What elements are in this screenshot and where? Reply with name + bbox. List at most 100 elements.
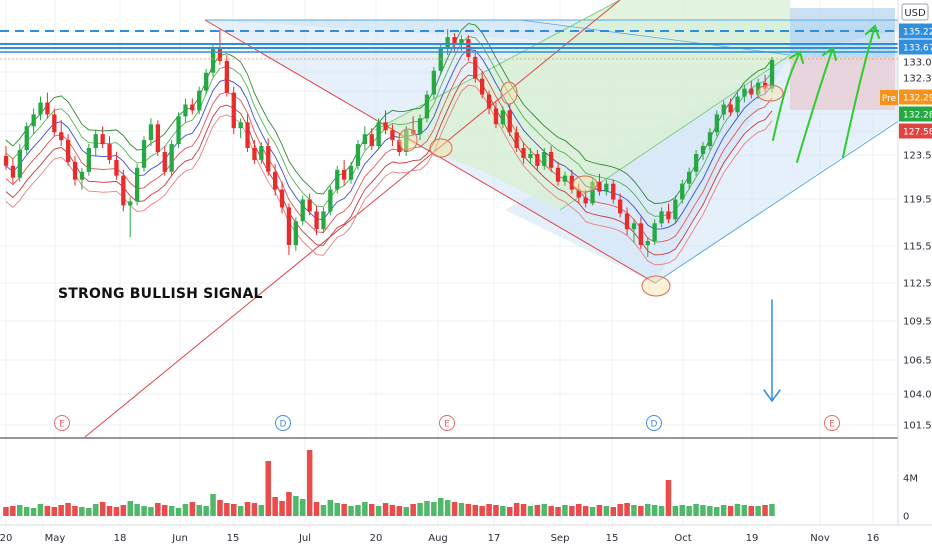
candle-body xyxy=(210,49,216,73)
price-tick-label: 123.50 xyxy=(903,151,932,162)
price-tick-label: 133.07 xyxy=(903,58,932,69)
time-tick-label: Sep xyxy=(551,533,570,544)
candle-body xyxy=(128,201,133,206)
green-channel-line-upper xyxy=(374,0,621,131)
volume-bar xyxy=(348,506,354,516)
volume-bar xyxy=(513,503,520,516)
candle-body xyxy=(135,167,140,202)
volume-bar xyxy=(134,504,140,516)
candle-body xyxy=(279,189,285,208)
volume-bar xyxy=(300,499,306,516)
volume-bar xyxy=(624,503,630,516)
candle-body xyxy=(38,102,43,115)
highlight-ellipse xyxy=(429,138,453,158)
earnings-event-marker[interactable]: E xyxy=(54,415,70,431)
candle-body xyxy=(673,199,678,220)
candle-body xyxy=(231,92,236,129)
volume-bar xyxy=(120,505,127,516)
candle-body xyxy=(459,39,464,45)
time-tick-label: 15 xyxy=(606,533,619,544)
volume-bar xyxy=(741,505,748,516)
volume-bar xyxy=(596,505,603,516)
candle-body xyxy=(224,60,229,93)
time-tick-label: Oct xyxy=(674,533,691,544)
volume-bar xyxy=(569,506,575,516)
earnings-event-marker[interactable]: E xyxy=(439,415,455,431)
price-tick-label: 127.58 xyxy=(903,128,932,138)
candle-body xyxy=(618,199,623,214)
volume-bar xyxy=(58,505,64,516)
volume-bar xyxy=(720,505,727,516)
candle-body xyxy=(424,94,430,119)
volume-bar xyxy=(141,506,147,516)
candle-body xyxy=(742,88,747,97)
price-tag xyxy=(899,123,932,139)
price-tag xyxy=(899,23,932,39)
candle-body xyxy=(293,221,298,246)
candle-body xyxy=(328,189,333,212)
currency-badge[interactable] xyxy=(901,3,929,21)
volume-bar xyxy=(369,504,375,516)
volume-bar xyxy=(327,500,334,516)
price-axis[interactable]: 135.22 133.67 133.07 132.36 132.29 132.28 127.… xyxy=(899,23,932,432)
candle-body xyxy=(79,171,85,180)
blue-channel-rise-line xyxy=(654,119,901,284)
candle-body xyxy=(604,183,609,192)
volume-bar xyxy=(631,505,637,516)
volume-bar xyxy=(37,504,44,516)
time-tick-label: 15 xyxy=(227,533,240,544)
candle-body xyxy=(769,59,775,89)
earnings-event-marker[interactable]: E xyxy=(824,415,840,431)
candle-body xyxy=(10,165,16,178)
volume-bar xyxy=(334,503,340,516)
price-tag xyxy=(899,89,932,105)
candle-body xyxy=(307,199,312,212)
candle-body xyxy=(590,181,595,204)
dividend-event-marker[interactable]: D xyxy=(646,415,662,431)
candle-body xyxy=(549,152,554,168)
candle-body xyxy=(611,183,616,200)
volume-axis: 4M 0 xyxy=(903,474,918,523)
volume-bar xyxy=(541,504,547,516)
candle-body xyxy=(493,108,499,125)
candle-body xyxy=(335,169,340,190)
moving-average-line xyxy=(5,48,773,230)
volume-tick-label: 0 xyxy=(903,512,909,523)
candle-body xyxy=(217,49,223,61)
candle-body xyxy=(486,94,492,109)
candle-body xyxy=(314,211,319,230)
candle-body xyxy=(411,130,416,135)
volume-bar xyxy=(465,504,472,516)
candle-body xyxy=(342,169,347,180)
volume-bar xyxy=(389,505,396,516)
time-axis[interactable]: 20 May 18 Jun 15 Jul 20 Aug 17 Sep 15 Oct 19 Nov 16 xyxy=(0,533,879,544)
volume-bar xyxy=(203,506,209,516)
earnings-event-icon xyxy=(54,415,70,431)
candle-body xyxy=(66,140,71,162)
volume-bar xyxy=(44,506,51,516)
blue-channel-rise-line-2 xyxy=(519,19,791,56)
volume-bar xyxy=(576,504,582,516)
candle-body xyxy=(735,96,740,113)
candle-body xyxy=(86,148,91,172)
candle-body xyxy=(721,104,726,115)
volume-bar xyxy=(686,506,692,516)
volume-bar xyxy=(658,506,665,516)
volume-bar xyxy=(168,506,175,516)
candle-body xyxy=(348,165,354,180)
price-tick-label: 112.50 xyxy=(903,279,932,290)
volume-bar xyxy=(79,507,85,516)
candle-body xyxy=(390,130,395,141)
volume-bar xyxy=(603,506,610,516)
candle-body xyxy=(321,211,326,230)
volume-bar xyxy=(30,508,37,516)
candle-body xyxy=(93,134,98,149)
volume-bar xyxy=(3,507,9,516)
volume-tick-label: 4M xyxy=(903,474,918,485)
volume-bar xyxy=(182,504,189,516)
volume-bar xyxy=(231,504,237,516)
candle-body xyxy=(473,56,478,79)
volume-bar xyxy=(362,502,368,516)
dividend-event-marker[interactable]: D xyxy=(275,415,291,431)
